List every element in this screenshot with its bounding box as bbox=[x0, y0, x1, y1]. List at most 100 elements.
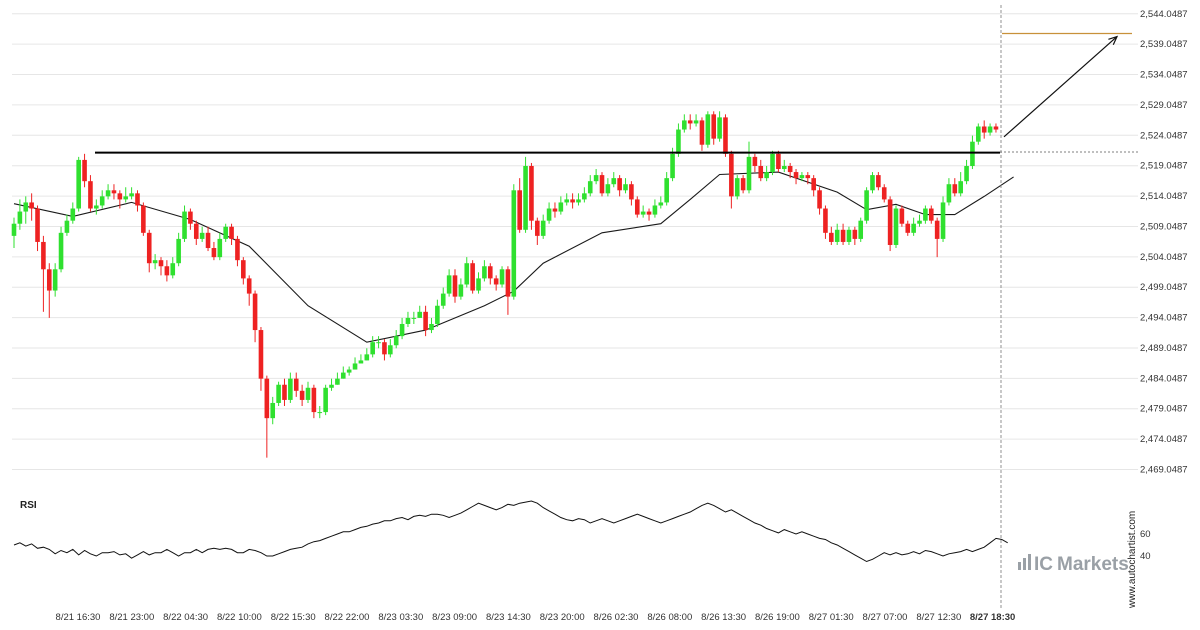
candle-body bbox=[476, 278, 481, 291]
candle bbox=[976, 123, 981, 145]
candle-body bbox=[623, 184, 628, 191]
candle bbox=[311, 384, 317, 419]
candle-body bbox=[599, 175, 605, 194]
candle bbox=[870, 172, 875, 194]
candle bbox=[917, 214, 922, 227]
candle-body bbox=[946, 184, 952, 203]
candle bbox=[223, 223, 228, 242]
candle bbox=[599, 172, 605, 197]
candle-body bbox=[276, 384, 281, 403]
candle-body bbox=[634, 199, 640, 215]
candle bbox=[964, 159, 969, 185]
x-tick-label: 8/27 12:30 bbox=[916, 612, 961, 623]
candle bbox=[646, 208, 652, 221]
candle bbox=[376, 336, 381, 349]
candle bbox=[746, 141, 752, 194]
candle-body bbox=[446, 275, 452, 294]
candle bbox=[23, 196, 29, 224]
candle bbox=[729, 150, 734, 209]
x-tick-label: 8/21 16:30 bbox=[56, 612, 101, 623]
candle-body bbox=[899, 208, 905, 224]
candle bbox=[276, 381, 281, 407]
candle-body bbox=[499, 269, 505, 285]
candle-body bbox=[464, 263, 470, 285]
candle bbox=[405, 311, 411, 328]
candle-body bbox=[523, 165, 528, 230]
candle bbox=[317, 406, 323, 419]
candle bbox=[793, 169, 799, 185]
x-tick-label: 8/23 03:30 bbox=[378, 612, 423, 623]
y-tick-label: 2,469.0487 bbox=[1140, 465, 1188, 476]
candle-body bbox=[164, 266, 170, 276]
candle-body bbox=[493, 278, 499, 285]
brand-watermark: IC Markets www.autochartist.com bbox=[1018, 511, 1138, 609]
candle bbox=[446, 269, 452, 297]
candle bbox=[129, 187, 134, 200]
x-axis-labels: 8/21 16:30 8/21 23:00 8/22 04:30 8/22 10:00… bbox=[56, 612, 1016, 623]
candle bbox=[288, 372, 293, 403]
candle-body bbox=[358, 360, 364, 364]
candle bbox=[799, 172, 805, 182]
candle bbox=[458, 278, 464, 300]
forecast-arrow-line bbox=[1003, 36, 1118, 138]
candle bbox=[164, 260, 170, 282]
x-tick-label: 8/21 23:00 bbox=[109, 612, 154, 623]
y-tick-label: 2,544.0487 bbox=[1140, 9, 1188, 20]
candle bbox=[840, 223, 846, 245]
candle-body bbox=[270, 402, 276, 419]
candle bbox=[364, 348, 370, 361]
candle-body bbox=[123, 196, 129, 200]
y-tick-label: 2,479.0487 bbox=[1140, 404, 1188, 415]
candle bbox=[876, 172, 881, 191]
candle bbox=[193, 220, 199, 245]
candle-body bbox=[505, 269, 511, 297]
candle-body bbox=[282, 384, 287, 400]
candle bbox=[711, 111, 717, 145]
candle-body bbox=[388, 345, 393, 355]
x-tick-label: 8/23 09:00 bbox=[432, 612, 477, 623]
candle bbox=[452, 269, 458, 303]
candle bbox=[540, 214, 546, 239]
candle bbox=[88, 175, 93, 212]
candle-body bbox=[823, 208, 828, 233]
x-tick-label: 8/27 01:30 bbox=[809, 612, 854, 623]
candle-body bbox=[952, 184, 958, 194]
candle-body bbox=[335, 378, 340, 385]
x-tick-label: 8/22 10:00 bbox=[217, 612, 262, 623]
candle-body bbox=[46, 269, 52, 291]
candle-body bbox=[805, 175, 811, 179]
y-tick-label: 2,474.0487 bbox=[1140, 434, 1188, 445]
candle-body bbox=[729, 153, 734, 197]
candle bbox=[981, 120, 987, 139]
candle bbox=[923, 205, 928, 224]
brand-ic: IC bbox=[1034, 554, 1053, 575]
candle-body bbox=[399, 323, 405, 337]
candle bbox=[629, 181, 634, 206]
y-tick-label: 2,524.0487 bbox=[1140, 130, 1188, 141]
x-tick-label: 8/23 14:30 bbox=[486, 612, 531, 623]
candle-body bbox=[352, 363, 358, 370]
candle bbox=[682, 114, 687, 133]
y-tick-label: 2,519.0487 bbox=[1140, 161, 1188, 172]
candle bbox=[640, 205, 646, 218]
candle bbox=[852, 226, 858, 245]
y-tick-label: 2,489.0487 bbox=[1140, 343, 1188, 354]
rsi-line bbox=[13, 500, 1008, 563]
candle bbox=[346, 366, 352, 376]
candle bbox=[858, 217, 864, 242]
candle-body bbox=[940, 202, 946, 239]
candle bbox=[823, 205, 828, 239]
candle-body bbox=[593, 175, 599, 182]
candle-body bbox=[664, 178, 669, 203]
candle bbox=[776, 150, 781, 173]
candle bbox=[464, 257, 470, 288]
candle-body bbox=[517, 190, 522, 230]
x-tick-label: 8/26 02:30 bbox=[594, 612, 639, 623]
candle bbox=[52, 263, 58, 297]
candle bbox=[99, 190, 105, 209]
candle bbox=[864, 187, 869, 224]
y-tick-label: 2,484.0487 bbox=[1140, 373, 1188, 384]
candle-body bbox=[299, 390, 305, 400]
candle-body bbox=[423, 311, 428, 331]
candle-body bbox=[564, 199, 570, 203]
